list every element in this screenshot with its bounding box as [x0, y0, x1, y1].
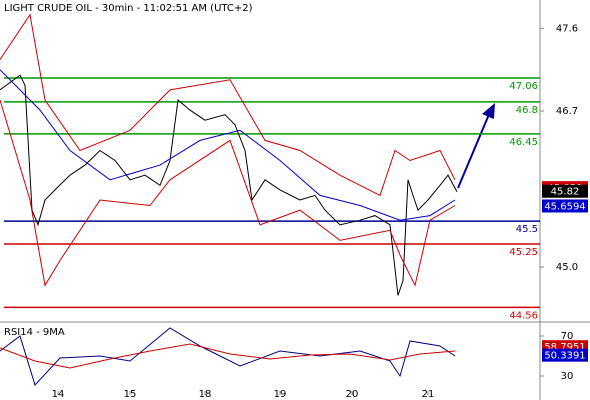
level-label: 45.5 [516, 224, 538, 235]
x-tick-label: 19 [274, 389, 287, 400]
x-tick-label: 15 [124, 389, 137, 400]
series-line [0, 74, 458, 296]
arrow [457, 111, 491, 189]
x-tick-label: 18 [199, 389, 212, 400]
series-line [0, 69, 456, 221]
level-label: 44.56 [509, 310, 538, 321]
y-tick-label: 45.0 [556, 262, 578, 273]
x-tick-label: 21 [422, 389, 435, 400]
price-tag [542, 199, 588, 213]
y-tick-label: 46.7 [556, 106, 578, 117]
series-line [0, 343, 456, 369]
price-tag-label: 45.82 [551, 187, 580, 198]
level-label: 46.45 [509, 137, 538, 148]
rsi-title: RSI14 - 9MA [4, 327, 65, 338]
arrow-head [482, 103, 495, 119]
y-tick-label: 30 [561, 371, 574, 382]
level-label: 45.25 [509, 247, 538, 258]
price-tag-label: 58.7951 [544, 342, 585, 353]
x-tick-label: 14 [52, 389, 65, 400]
price-tag [542, 184, 588, 198]
level-label: 46.8 [516, 105, 538, 116]
chart-title: LIGHT CRUDE OIL - 30min - 11:02:51 AM (U… [4, 3, 253, 14]
series-line [0, 13, 456, 197]
price-tag-label: 45.6594 [544, 201, 585, 212]
y-tick-label: 47.6 [556, 23, 578, 34]
series-line [0, 99, 456, 287]
series-line [0, 327, 456, 386]
level-label: 47.06 [509, 81, 538, 92]
x-tick-label: 20 [346, 389, 359, 400]
price-tag-label: 50.3391 [544, 351, 585, 362]
y-tick-label: 70 [561, 331, 574, 342]
price-tag [542, 348, 588, 362]
